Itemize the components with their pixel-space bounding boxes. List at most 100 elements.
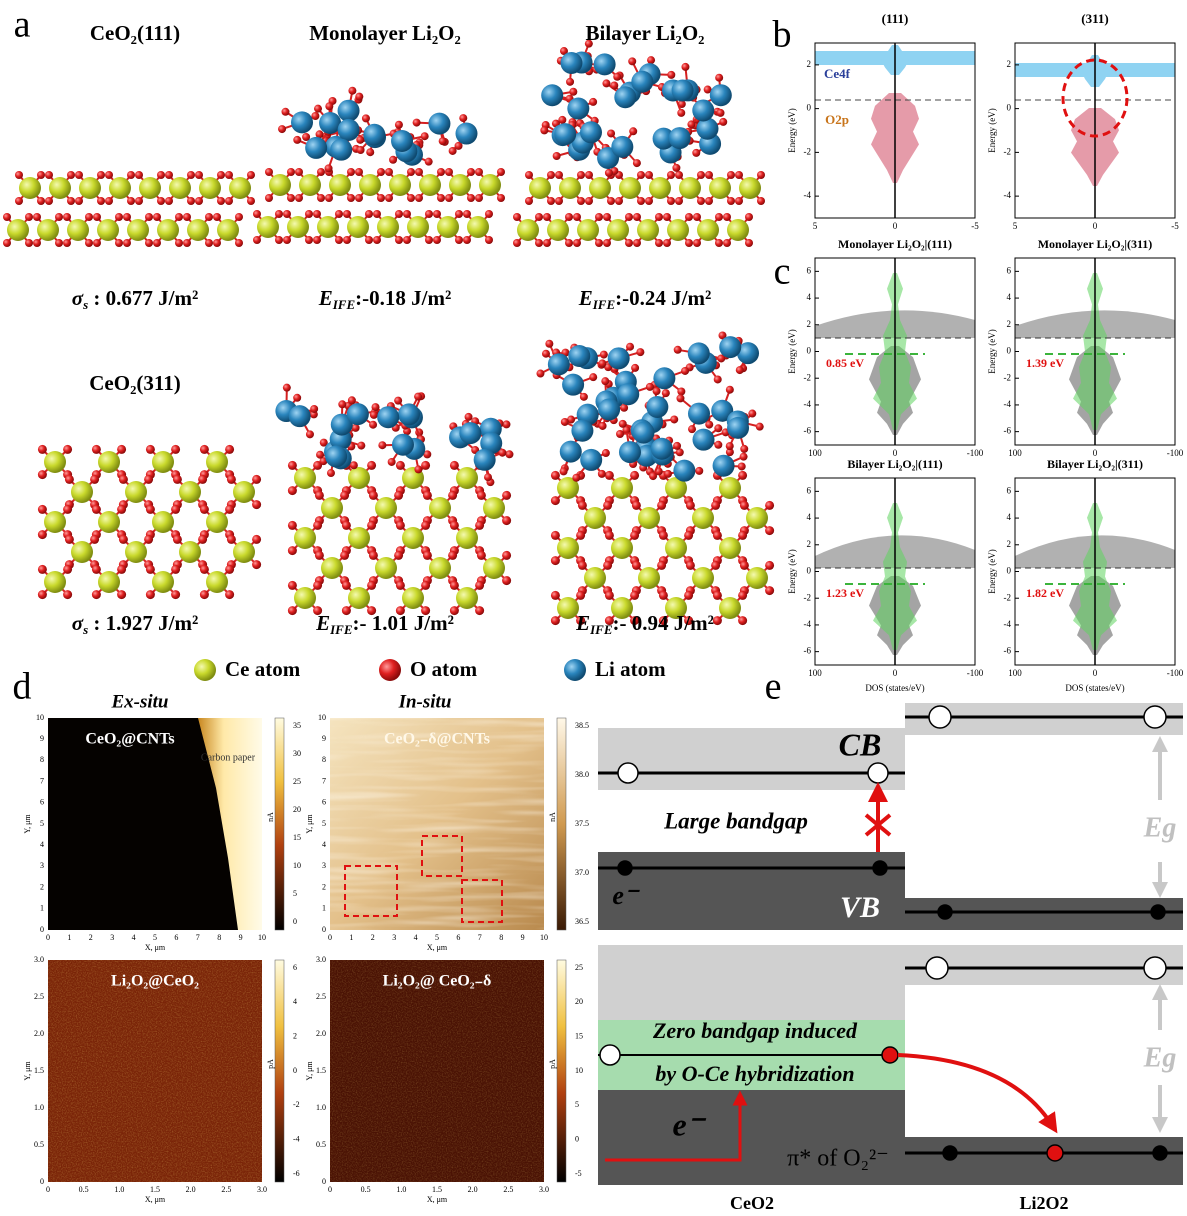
li-atom [291,111,314,134]
x-tick-label: 1.5 [432,1185,442,1194]
ce-atom [44,511,66,533]
o-atom [424,157,433,166]
electron [1046,1144,1064,1162]
gap-value: 1.23 eV [826,586,864,600]
o-atom [550,496,560,506]
o-atom [637,171,645,179]
o-atom [577,560,587,570]
ce-atom [577,219,599,241]
electron [881,1046,899,1064]
o-atom [283,210,291,218]
o-atom [589,373,598,382]
o-atom [313,606,323,616]
o-atom [373,236,381,244]
li-atom [455,122,478,145]
colorbar-tick: 5 [575,1100,579,1109]
o-atom [225,444,235,454]
o-atom [63,564,73,574]
o-atom [757,197,765,205]
o-atom [172,534,182,544]
o-atom [735,171,743,179]
y-tick-label: 4 [1007,512,1012,522]
energy-symbol: E [575,611,590,635]
o-atom [45,171,53,179]
o-atom [513,239,521,247]
li-atom [305,136,328,159]
o-atom [91,590,101,600]
energy-subscript: IFE [589,622,613,637]
image-label: Li₂O₂@CeO₂ [111,973,199,990]
surface-energy: σs : 0.677 J/m² [72,286,199,312]
o-atom [716,108,725,117]
colorbar-tick: -2 [293,1100,300,1109]
colorbar-tick: 10 [293,861,301,870]
li-atom [668,127,691,150]
ce-atom [19,177,41,199]
o-atom [33,213,41,221]
y-tick-label: 8 [40,755,44,764]
ce-atom [679,177,701,199]
o-atom [725,385,734,394]
o-atom [630,616,640,626]
ce-atom [389,174,411,196]
o-atom [351,423,360,432]
image-label: CeO₂₋δ@CNTs [384,731,490,748]
o-atom [603,560,613,570]
o-atom [326,469,335,478]
y-tick-label: 6 [322,798,326,807]
o-atom [213,239,221,247]
o-atom [45,197,53,205]
ce-atom [375,557,397,579]
y-axis-label: Y, μm [305,1061,314,1081]
o-atom [357,441,366,450]
ce-atom [98,451,120,473]
ce-atom [294,467,316,489]
o-atom [712,530,722,540]
x-tick-label: 0.5 [79,1185,89,1194]
o-atom [325,194,333,202]
y-tick-label: 5 [322,819,326,828]
o-atom [252,474,262,484]
o-atom [739,560,749,570]
o-atom [33,239,41,247]
o-atom [67,197,75,205]
li-atom [391,129,414,152]
o-atom [403,210,411,218]
y-tick-label: 4 [807,292,812,302]
o-atom [705,420,714,429]
colorbar-tick: 37.0 [575,868,589,877]
level-label: π* of O₂²⁻ [787,1146,889,1172]
o-atom [63,504,73,514]
y-tick-label: -4 [1004,399,1012,409]
ce-atom [584,567,606,589]
ce-atom [329,174,351,196]
y-tick-label: -4 [1004,619,1012,629]
o-atom [118,474,128,484]
o-atom [105,197,113,205]
y-axis-label: Energy (eV) [987,549,997,594]
o-atom [685,500,695,510]
o-atom [715,239,723,247]
ce-atom [294,527,316,549]
o-atom [338,400,347,409]
o-atom [356,145,365,154]
o-atom [118,534,128,544]
x-tick-label: 2 [371,933,375,942]
li-atom [688,402,711,425]
plot-title: Monolayer Li₂O₂|(111) [838,237,952,251]
o-atom [595,239,603,247]
li-atom [727,416,750,439]
y-axis-label: Y, μm [305,814,314,834]
o-atom [313,580,323,590]
o-atom [335,210,343,218]
o-atom [365,210,373,218]
o-atom [287,606,297,616]
x-tick-label: 100 [808,668,822,678]
o-atom [485,210,493,218]
ce-atom [739,177,761,199]
ce-atom [359,174,381,196]
o-atom [613,72,622,81]
o-atom [558,115,567,124]
plot-title: (311) [1081,11,1108,26]
o-atom [415,168,423,176]
